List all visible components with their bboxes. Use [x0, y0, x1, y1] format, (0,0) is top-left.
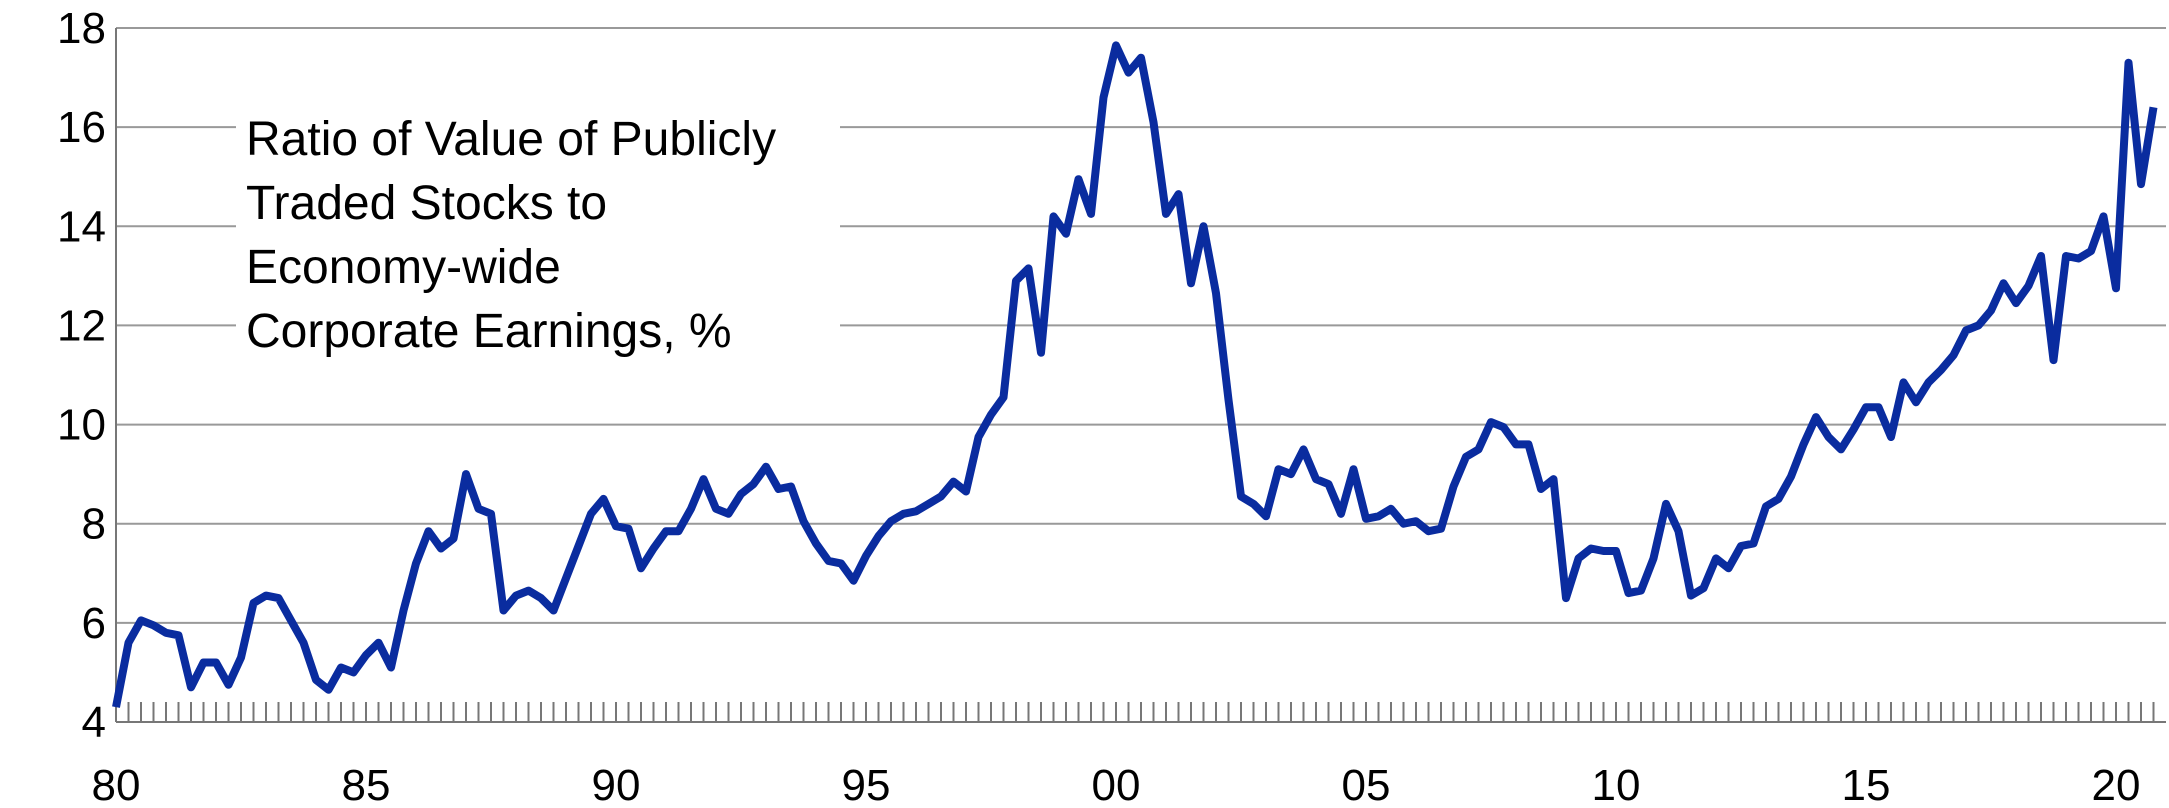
x-tick-label: 00 [1092, 761, 1141, 808]
y-tick-label: 4 [82, 698, 106, 747]
data-line [112, 41, 2158, 708]
y-tick-label: 12 [57, 301, 106, 350]
y-tick-label: 10 [57, 401, 106, 450]
x-tick-label: 90 [592, 761, 641, 808]
y-tick-label: 14 [57, 202, 106, 251]
annotation: Corporate Earnings, % [246, 305, 732, 358]
x-tick-label: 95 [842, 761, 891, 808]
x-tick-label: 05 [1342, 761, 1391, 808]
x-tick-label: 20 [2092, 761, 2141, 808]
x-tick-label: 10 [1592, 761, 1641, 808]
y-tick-label: 6 [82, 599, 106, 648]
x-tick-label: 15 [1842, 761, 1891, 808]
annotation-box [236, 100, 840, 368]
y-tick-label: 16 [57, 103, 106, 152]
annotation: Traded Stocks to [246, 177, 607, 230]
x-tick-label: 80 [92, 761, 141, 808]
annotation: Economy-wide [246, 241, 561, 294]
y-tick-label: 8 [82, 500, 106, 549]
x-tick-label: 85 [342, 761, 391, 808]
y-tick-label: 18 [57, 4, 106, 53]
annotation: Ratio of Value of Publicly [246, 113, 776, 166]
